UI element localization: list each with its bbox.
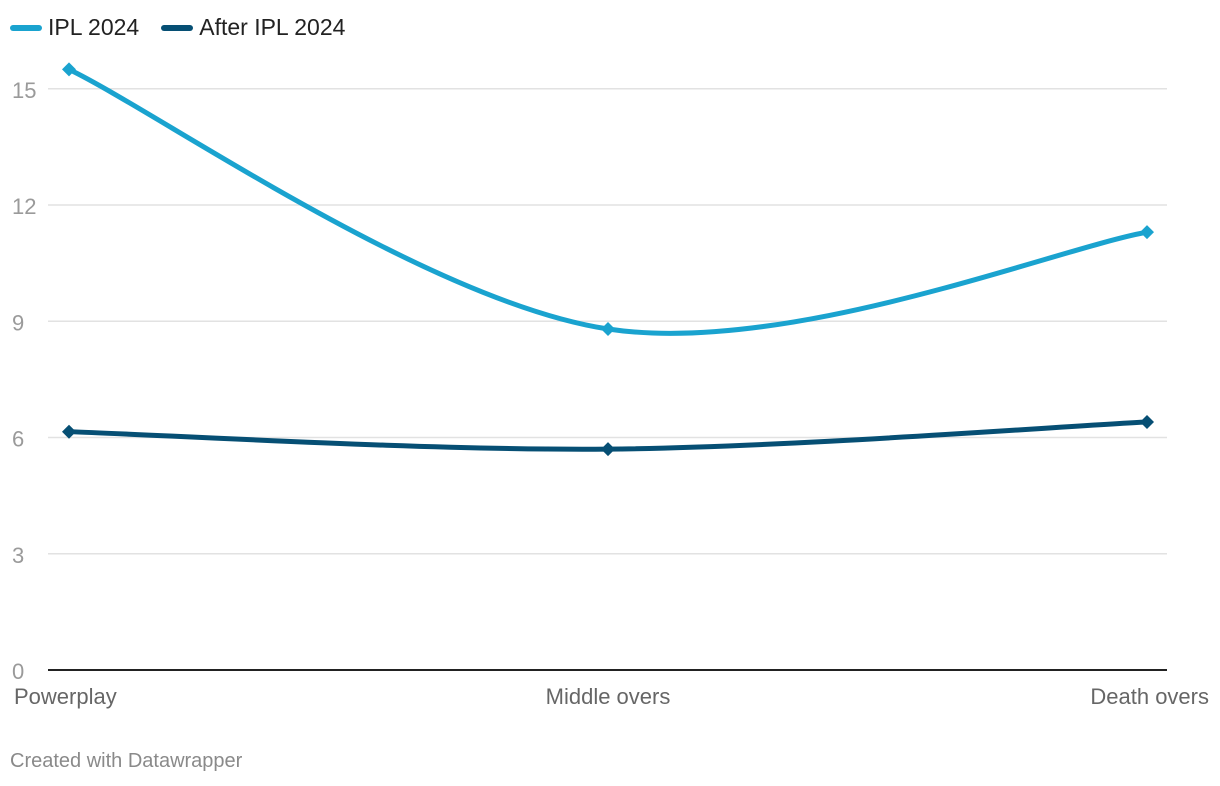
x-tick-label-death-overs: Death overs (1090, 684, 1209, 709)
legend-item-after-ipl-2024: After IPL 2024 (161, 14, 345, 41)
data-point-after-ipl-2024-middle-overs (601, 442, 615, 457)
legend-label-ipl-2024: IPL 2024 (48, 14, 140, 40)
data-point-ipl-2024-death-overs (1140, 225, 1154, 240)
series-line-ipl-2024 (66, 66, 1150, 336)
data-point-after-ipl-2024-death-overs (1140, 415, 1154, 429)
legend-label-after-ipl-2024: After IPL 2024 (199, 14, 346, 40)
x-tick-label-powerplay: Powerplay (14, 684, 117, 709)
legend-swatch-after-ipl-2024 (161, 24, 194, 31)
y-tick-label-15: 15 (12, 78, 36, 103)
data-point-after-ipl-2024-powerplay (62, 424, 76, 439)
y-tick-label-12: 12 (12, 194, 36, 219)
x-tick-label-middle-overs: Middle overs (546, 684, 671, 709)
legend-swatch-ipl-2024 (10, 24, 42, 31)
footer-credit: Created with Datawrapper (10, 750, 243, 772)
legend: IPL 2024 After IPL 2024 (10, 14, 345, 41)
legend-item-ipl-2024: IPL 2024 (10, 14, 139, 41)
y-tick-label-6: 6 (12, 427, 24, 452)
y-tick-label-3: 3 (12, 543, 24, 568)
y-tick-label-9: 9 (12, 310, 24, 335)
data-point-ipl-2024-powerplay (62, 62, 76, 77)
data-point-ipl-2024-middle-overs (601, 322, 615, 336)
y-tick-label-0: 0 (12, 659, 24, 684)
